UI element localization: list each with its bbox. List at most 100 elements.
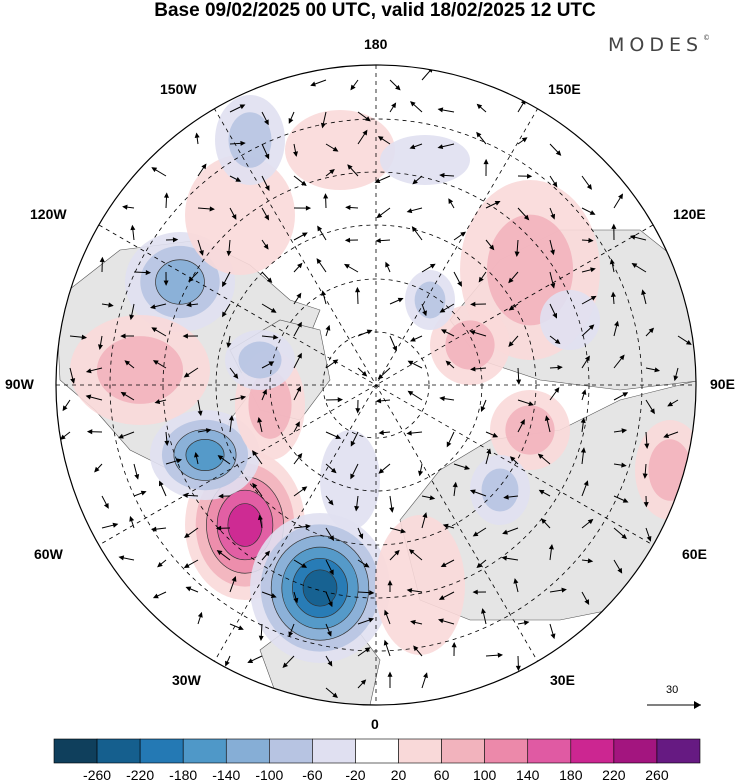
wind-vector-head-276 [288, 631, 294, 638]
wind-vector-head-164 [554, 387, 560, 393]
wind-vector-head-117 [325, 324, 331, 331]
wind-vector-head-244 [157, 561, 163, 568]
wind-vector-head-0 [310, 81, 316, 87]
wind-vector-head-80 [316, 258, 322, 264]
wind-vector-head-133 [183, 372, 190, 378]
wind-vector-head-147 [654, 367, 661, 373]
wind-vector-head-228 [184, 532, 190, 538]
lon-label-150w: 150W [160, 81, 197, 97]
wind-vector-head-298 [423, 672, 428, 679]
wind-vector-head-296 [360, 679, 367, 685]
wind-vector-head-92 [129, 314, 135, 321]
wind-vector-head-71 [611, 223, 617, 229]
anomaly-contour-2-3 [185, 438, 225, 472]
wind-vector-head-39 [586, 184, 592, 190]
wind-vector-head-274 [238, 625, 244, 631]
wind-vector-head-285 [225, 660, 230, 667]
wind-vector-head-166 [622, 392, 629, 398]
wind-vector-head-104 [508, 305, 515, 311]
wind-vector-head-182 [492, 432, 499, 438]
colorbar-tick-label: 260 [645, 767, 669, 783]
wind-vector-head-185 [580, 417, 586, 424]
lon-label-180: 180 [364, 36, 388, 52]
wind-vector-head-178 [350, 440, 356, 447]
anomaly-contour-11-1 [481, 468, 519, 512]
wind-vector-head-9 [391, 102, 397, 109]
anomaly-contour-1-5 [302, 569, 338, 607]
anomaly-contour-13-1 [238, 341, 282, 379]
wind-vector-head-202 [509, 456, 516, 462]
wind-vector-head-74 [145, 269, 152, 276]
wind-vector-head-59 [226, 250, 232, 257]
wind-vector-head-163 [528, 401, 534, 407]
wind-vector-head-16 [264, 153, 270, 160]
colorbar-swatch-10 [484, 738, 529, 764]
anomaly-contour-3-2 [155, 259, 205, 305]
wind-vector-head-290 [383, 639, 389, 646]
wind-vector-head-141 [445, 360, 452, 366]
wind-vector-head-108 [641, 289, 647, 295]
wind-vector-head-47 [345, 205, 351, 211]
wind-vector-head-160 [407, 390, 414, 396]
wind-vector-head-116 [297, 321, 302, 328]
wind-vector-head-34 [412, 179, 418, 185]
wind-vector-head-93 [149, 304, 156, 310]
wind-vector-head-55 [618, 193, 624, 200]
colorbar-swatch-11 [527, 738, 572, 764]
wind-vector-head-153 [197, 410, 203, 417]
wind-vector-head-60 [263, 243, 269, 250]
wind-vector-head-220 [503, 494, 509, 500]
wind-vector-head-284 [550, 633, 556, 640]
wind-vector-head-29 [264, 185, 270, 192]
wind-vector-head-122 [469, 330, 476, 335]
colorbar-swatch-0 [53, 738, 98, 764]
wind-vector-head-5 [264, 119, 269, 126]
wind-vector-head-17 [293, 151, 298, 157]
wind-vector-head-216 [389, 507, 395, 513]
wind-vector-head-62 [317, 225, 323, 232]
wind-vector-head-136 [297, 352, 302, 359]
wind-vector-head-277 [326, 630, 332, 637]
wind-vector-head-73 [99, 256, 105, 263]
wind-vector-head-231 [305, 523, 311, 530]
wind-vector-head-212 [252, 482, 258, 489]
wind-vector-head-211 [218, 493, 224, 499]
wind-vector-head-246 [216, 550, 223, 556]
wind-vector-head-113 [182, 333, 188, 339]
colorbar-swatch-9 [441, 738, 485, 764]
wind-vector-head-32 [347, 164, 353, 170]
anomaly-contour-6-0 [285, 110, 395, 190]
wind-vector-head-157 [337, 397, 344, 403]
wind-vector-head-204 [580, 447, 586, 453]
wind-vector-head-25 [555, 150, 562, 156]
colorbar-tick-label: -60 [302, 767, 323, 783]
wind-vector-head-171 [118, 433, 124, 439]
colorbar-swatch-14 [656, 738, 701, 764]
colorbar-tick-label: -140 [212, 767, 241, 783]
wind-vector-head-219 [469, 489, 476, 495]
wind-vector-head-279 [384, 609, 389, 616]
wind-vector-head-90 [631, 262, 638, 268]
wind-vector-head-95 [222, 311, 227, 318]
wind-vector-head-186 [621, 428, 628, 434]
wind-vector-head-297 [387, 671, 393, 677]
wind-vector-head-242 [646, 535, 652, 542]
wind-vector-head-140 [407, 360, 414, 366]
wind-vector-head-165 [581, 389, 587, 395]
colorbar-tick-label: -20 [345, 767, 366, 783]
wind-vector-head-169 [59, 434, 66, 440]
wind-vector-head-40 [122, 204, 128, 210]
wind-vector-head-196 [330, 467, 337, 474]
wind-vector-head-129 [70, 378, 76, 384]
wind-vector-head-21 [409, 144, 416, 150]
anomaly-contour-19-0 [320, 430, 380, 530]
wind-vector-head-51 [494, 201, 501, 206]
wind-vector-head-215 [354, 505, 360, 512]
wind-vector-head-75 [163, 280, 169, 286]
wind-vector-head-83 [429, 263, 436, 269]
colorbar-swatch-8 [398, 738, 442, 764]
wind-vector-head-261 [231, 576, 237, 582]
wind-vector-head-33 [374, 178, 381, 184]
wind-vector-head-24 [521, 137, 528, 143]
